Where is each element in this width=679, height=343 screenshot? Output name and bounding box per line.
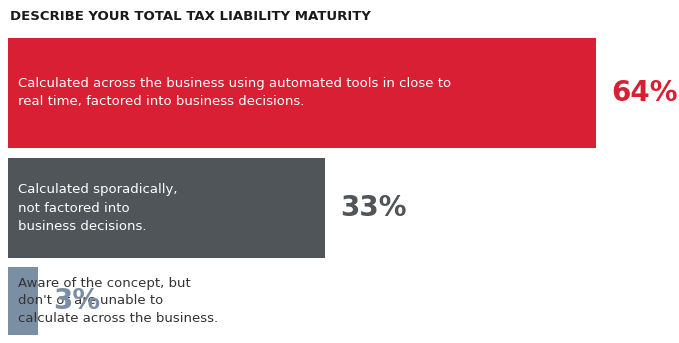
- Bar: [8, 267, 38, 335]
- Text: Calculated sporadically,
not factored into
business decisions.: Calculated sporadically, not factored in…: [18, 184, 177, 233]
- Bar: [8, 158, 325, 258]
- Text: 64%: 64%: [611, 79, 678, 107]
- Text: 3%: 3%: [53, 287, 100, 315]
- Text: 33%: 33%: [340, 194, 407, 222]
- Text: Aware of the concept, but
don't or are unable to
calculate across the business.: Aware of the concept, but don't or are u…: [18, 276, 218, 326]
- Text: Calculated across the business using automated tools in close to
real time, fact: Calculated across the business using aut…: [18, 78, 451, 108]
- Bar: [8, 38, 596, 148]
- Text: DESCRIBE YOUR TOTAL TAX LIABILITY MATURITY: DESCRIBE YOUR TOTAL TAX LIABILITY MATURI…: [10, 10, 371, 23]
